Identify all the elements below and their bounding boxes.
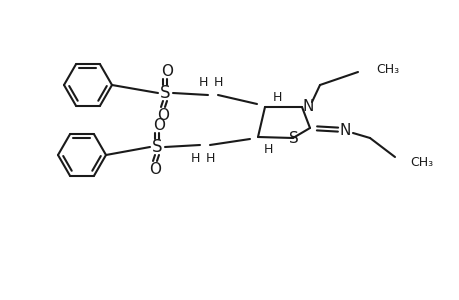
Text: O: O bbox=[149, 161, 161, 176]
Text: S: S bbox=[151, 138, 162, 156]
Text: N: N bbox=[302, 98, 313, 113]
Text: CH₃: CH₃ bbox=[375, 62, 398, 76]
Text: S: S bbox=[159, 84, 170, 102]
Text: S: S bbox=[289, 130, 298, 146]
Text: H: H bbox=[272, 91, 281, 103]
Text: O: O bbox=[161, 64, 173, 79]
Text: H: H bbox=[213, 76, 222, 88]
Text: N: N bbox=[339, 122, 350, 137]
Text: H: H bbox=[205, 152, 214, 164]
Text: H: H bbox=[198, 76, 207, 88]
Text: H: H bbox=[190, 152, 199, 164]
Text: CH₃: CH₃ bbox=[409, 155, 432, 169]
Text: O: O bbox=[157, 107, 168, 122]
Text: H: H bbox=[263, 142, 272, 155]
Text: O: O bbox=[153, 118, 165, 133]
